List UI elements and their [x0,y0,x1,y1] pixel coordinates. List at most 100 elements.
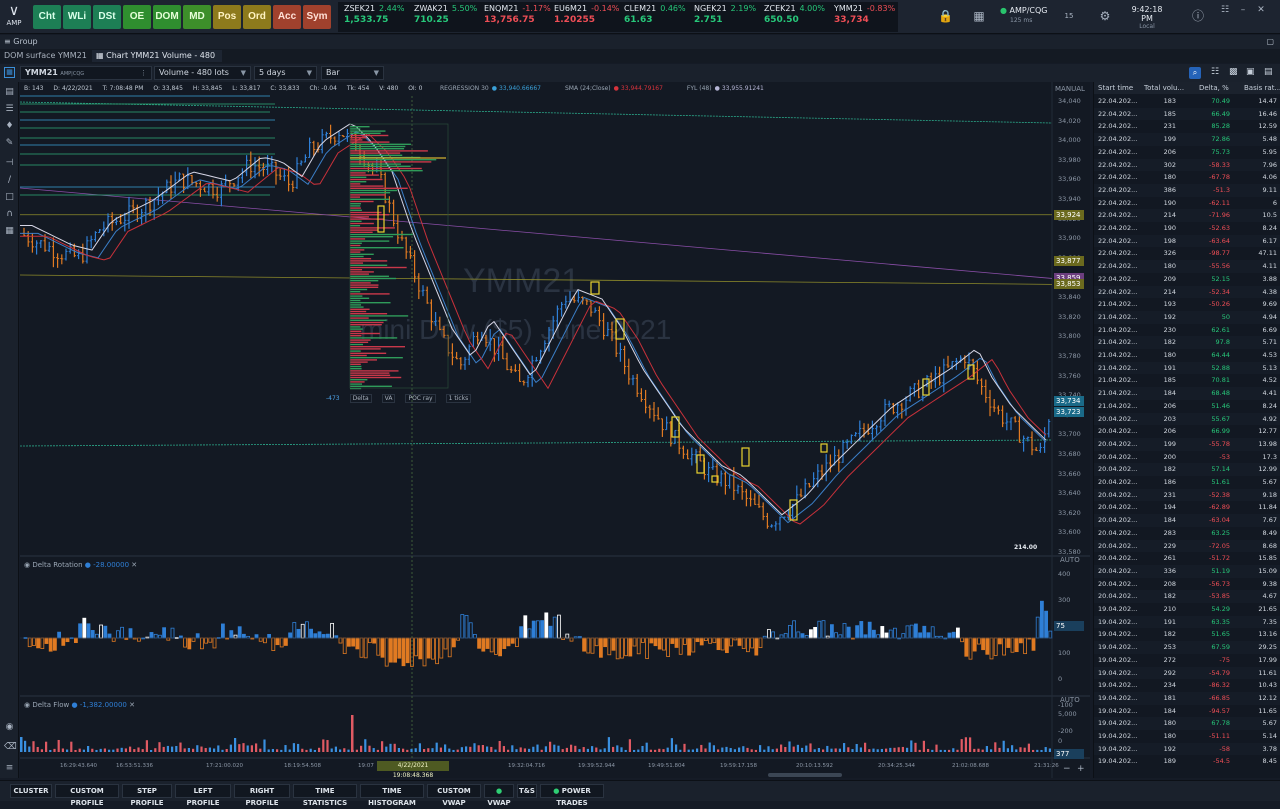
settings-gear-icon[interactable]: ⚙ [1099,9,1111,23]
line-tool-icon[interactable]: ∕ [7,175,12,185]
table-row[interactable]: 19.04.202... 253 67.59 29.25 [1094,641,1280,654]
crosshair-icon[interactable]: ⊣ [5,158,14,168]
col-basis-ratio[interactable]: Basis rat... [1244,84,1280,92]
chart-area[interactable]: YMM21 mini Dow ($5) June 2021 B: 143 D: … [20,82,1090,779]
ticker-ymm21[interactable]: YMM21 -0.83% 33,734 [834,4,904,30]
chart-canvas[interactable] [20,82,1090,778]
table-row[interactable]: 22.04.202... 231 85.28 12.59 [1094,120,1280,133]
table-row[interactable]: 19.04.202... 181 -66.85 12.12 [1094,691,1280,705]
profile-button[interactable]: POC ray [405,394,436,403]
layers-icon[interactable]: ☰ [5,104,14,114]
eye-icon[interactable]: ◉ [24,701,31,709]
zoom-out-icon[interactable]: − [1063,764,1071,774]
bottom-button-time-statistics[interactable]: TIME STATISTICS [293,784,357,807]
keyboard-icon[interactable]: ☷ [1211,67,1220,77]
module-button-md[interactable]: MD [183,5,211,29]
table-row[interactable]: 22.04.202... 198 -63.64 6.17 [1094,234,1280,248]
module-button-oe[interactable]: OE [123,5,151,29]
bottom-button-t-s[interactable]: T&S [517,784,537,798]
list-icon[interactable]: ≡ [5,763,14,773]
connection-status[interactable]: ● AMP/CQG 125 ms [1000,6,1080,28]
table-row[interactable]: 20.04.202... 336 51.19 15.09 [1094,564,1280,578]
camera-icon[interactable]: ▣ [1246,67,1255,77]
table-row[interactable]: 21.04.202... 191 52.88 5.13 [1094,361,1280,375]
table-row[interactable]: 19.04.202... 184 -94.57 11.65 [1094,705,1280,718]
table-row[interactable]: 22.04.202... 180 -67.78 4.06 [1094,171,1280,184]
table-row[interactable]: 22.04.202... 180 -55.56 4.11 [1094,260,1280,273]
table-row[interactable]: 19.04.202... 210 54.29 21.65 [1094,603,1280,616]
module-button-wli[interactable]: WLi [63,5,91,29]
profile-button[interactable]: Delta [349,394,372,403]
chart-type-icon[interactable]: ▦ [4,67,15,78]
eye-icon[interactable]: ◉ [24,561,31,569]
module-button-ord[interactable]: Ord [243,5,271,29]
cart-icon[interactable]: ☷ [1220,5,1230,15]
aggregation-select[interactable]: Volume - 480 lots ▼ [154,66,251,80]
table-row[interactable]: 20.04.202... 186 51.61 5.67 [1094,476,1280,489]
time-axis[interactable]: 4/22/2021 19:08:48.368 16:29:43.640 16:53… [20,759,1090,779]
tab-chart[interactable]: ▦ Chart YMM21 Volume - 480 lots ✕ [92,50,222,72]
table-row[interactable]: 22.04.202... 206 75.73 5.95 [1094,146,1280,159]
module-button-sym[interactable]: Sym [303,5,331,29]
chart-bars-icon[interactable]: ▤ [5,87,14,97]
table-row[interactable]: 22.04.202... 326 -98.77 47.11 [1094,247,1280,260]
table-row[interactable]: 19.04.202... 180 67.78 5.67 [1094,717,1280,730]
table-row[interactable]: 20.04.202... 200 -53 17.3 [1094,451,1280,464]
rectangle-tool-icon[interactable]: □ [5,192,14,202]
table-row[interactable]: 19.04.202... 191 63.35 7.35 [1094,615,1280,629]
bottom-button-vwap[interactable]: ● VWAP [484,784,514,807]
bottom-button-time-histogram[interactable]: TIME HISTOGRAM [360,784,424,807]
scale-mode-label[interactable]: MANUAL [1055,85,1085,93]
module-button-acc[interactable]: Acc [273,5,301,29]
table-row[interactable]: 20.04.202... 199 -55.78 13.98 [1094,437,1280,451]
table-row[interactable]: 22.04.202... 190 -62.11 6 [1094,197,1280,210]
menu-icon[interactable]: ≡ [4,37,11,46]
table-row[interactable]: 19.04.202... 234 -86.32 10.43 [1094,679,1280,692]
zoom-in-icon[interactable]: + [1077,764,1085,774]
table-row[interactable]: 19.04.202... 189 -54.5 8.45 [1094,755,1280,768]
table-row[interactable]: 20.04.202... 184 -63.04 7.67 [1094,514,1280,527]
bottom-button-left-profile[interactable]: LEFT PROFILE [175,784,231,807]
expand-icon[interactable]: ▢ [1266,37,1274,46]
table-row[interactable]: 20.04.202... 203 55.67 4.92 [1094,412,1280,426]
module-button-pos[interactable]: Pos [213,5,241,29]
close-icon[interactable]: ✕ [129,701,135,709]
ticker-enqm21[interactable]: ENQM21 -1.17% 13,756.75 [484,4,554,30]
style-select[interactable]: Bar ▼ [321,66,384,80]
pencil-icon[interactable]: ✎ [5,138,14,148]
table-row[interactable]: 21.04.202... 180 64.44 4.53 [1094,349,1280,362]
indicator-0[interactable]: REGRESSION 30 ● 33,940.66667 [440,85,553,92]
indicator-1[interactable]: SMA (24;Close) ● 33,944.79167 [565,85,675,92]
table-row[interactable]: 22.04.202... 199 72.86 5.48 [1094,133,1280,146]
workspace-icon[interactable]: ▦ [973,9,985,23]
close-icon[interactable]: ✕ [131,561,138,569]
bottom-button-step-profile[interactable]: STEP PROFILE [122,784,172,807]
table-row[interactable]: 20.04.202... 194 -62.89 11.84 [1094,501,1280,514]
close-icon[interactable]: ✕ [1257,5,1265,15]
bucket-icon[interactable]: ▩ [1229,67,1238,77]
table-row[interactable]: 20.04.202... 231 -52.38 9.18 [1094,488,1280,502]
trash-icon[interactable]: ⌫ [4,742,17,752]
table-row[interactable]: 21.04.202... 206 51.46 8.24 [1094,400,1280,413]
lock-icon[interactable]: 🔒 [938,9,953,23]
table-row[interactable]: 22.04.202... 302 -58.33 7.96 [1094,158,1280,172]
period-select[interactable]: 5 days ▼ [254,66,317,80]
bottom-button-power-trades[interactable]: ● POWER TRADES [540,784,604,807]
help-icon[interactable]: ⓘ [1191,9,1204,23]
table-row[interactable]: 20.04.202... 206 66.99 12.77 [1094,425,1280,438]
magnet-icon[interactable]: ∩ [6,209,13,219]
pane2-scale-mode[interactable]: AUTO [1060,556,1080,564]
col-delta-pct[interactable]: Delta, % [1199,84,1229,92]
indicator-2[interactable]: FYL (48) ● 33,955.91241 [687,85,776,92]
table-row[interactable]: 21.04.202... 193 -50.26 9.69 [1094,298,1280,311]
col-total-volume[interactable]: Total volu... [1144,84,1185,92]
table-row[interactable]: 20.04.202... 182 57.14 12.99 [1094,463,1280,476]
tab-dom-surface[interactable]: DOM surface YMM21 ✕ [0,50,90,72]
ticker-eu6m21[interactable]: EU6M21 -0.14% 1.20255 [554,4,624,30]
table-row[interactable]: 22.04.202... 209 52.15 3.88 [1094,273,1280,286]
table-row[interactable]: 20.04.202... 229 -72.05 8.68 [1094,539,1280,553]
ticker-clem21[interactable]: CLEM21 0.46% 61.63 [624,4,694,30]
bottom-button-custom-profile[interactable]: CUSTOM PROFILE [55,784,119,807]
eye-icon[interactable]: ◉ [5,722,14,732]
table-row[interactable]: 19.04.202... 182 51.65 13.16 [1094,628,1280,641]
